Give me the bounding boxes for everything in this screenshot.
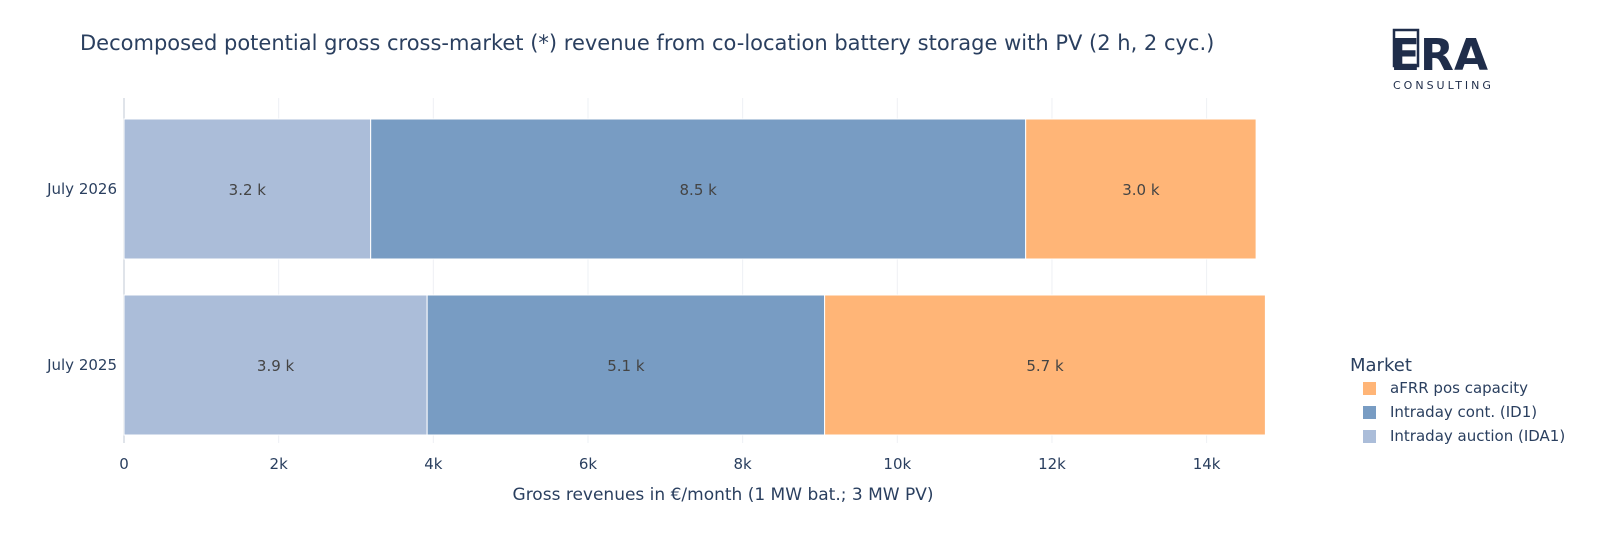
bar-value-label: 5.7 k <box>1026 357 1064 375</box>
era-consulting-logo: ERA CONSULTING <box>1390 28 1494 92</box>
x-tick-label: 6k <box>579 455 598 473</box>
legend-label: Intraday cont. (ID1) <box>1390 403 1537 421</box>
x-tick-label: 0 <box>119 455 129 473</box>
bar-segment <box>824 294 1266 436</box>
bars <box>123 118 1266 436</box>
legend-label: aFRR pos capacity <box>1390 379 1528 397</box>
x-axis-title: Gross revenues in €/month (1 MW bat.; 3 … <box>513 485 934 505</box>
x-tick-label: 2k <box>270 455 289 473</box>
bar-segment <box>1025 118 1257 260</box>
y-tick-label: July 2025 <box>46 356 117 374</box>
bar-segment <box>123 294 428 436</box>
y-tick-label: July 2026 <box>46 180 117 198</box>
x-axis: 0 2k 4k 6k 8k 10k 12k 14k <box>119 455 1221 473</box>
bar-value-label: 8.5 k <box>680 181 718 199</box>
bar-segment <box>426 294 826 436</box>
bar-segment <box>370 118 1027 260</box>
bar-labels: 3.9 k 5.1 k 5.7 k 3.2 k 8.5 k 3.0 k <box>229 181 1160 375</box>
x-tick-label: 14k <box>1193 455 1221 473</box>
logo-text: ERA <box>1390 30 1488 81</box>
legend-title: Market <box>1350 355 1412 376</box>
legend: Market aFRR pos capacity Intraday cont. (… <box>1350 355 1565 445</box>
logo-frame <box>1392 28 1420 68</box>
x-tick-label: 4k <box>424 455 443 473</box>
legend-swatch <box>1363 430 1376 443</box>
legend-swatch <box>1363 406 1376 419</box>
bar-value-label: 3.2 k <box>229 181 267 199</box>
bar-segment <box>123 118 372 260</box>
x-tick-label: 12k <box>1038 455 1066 473</box>
x-tick-label: 10k <box>883 455 911 473</box>
legend-label: Intraday auction (IDA1) <box>1390 427 1565 445</box>
y-axis: July 2025 July 2026 <box>46 180 117 374</box>
legend-swatch <box>1363 382 1376 395</box>
bar-value-label: 5.1 k <box>607 357 645 375</box>
x-tick-label: 8k <box>734 455 753 473</box>
logo-subtext: CONSULTING <box>1393 79 1494 92</box>
chart-title: Decomposed potential gross cross-market … <box>80 31 1214 55</box>
bar-value-label: 3.9 k <box>257 357 295 375</box>
bar-value-label: 3.0 k <box>1122 181 1160 199</box>
